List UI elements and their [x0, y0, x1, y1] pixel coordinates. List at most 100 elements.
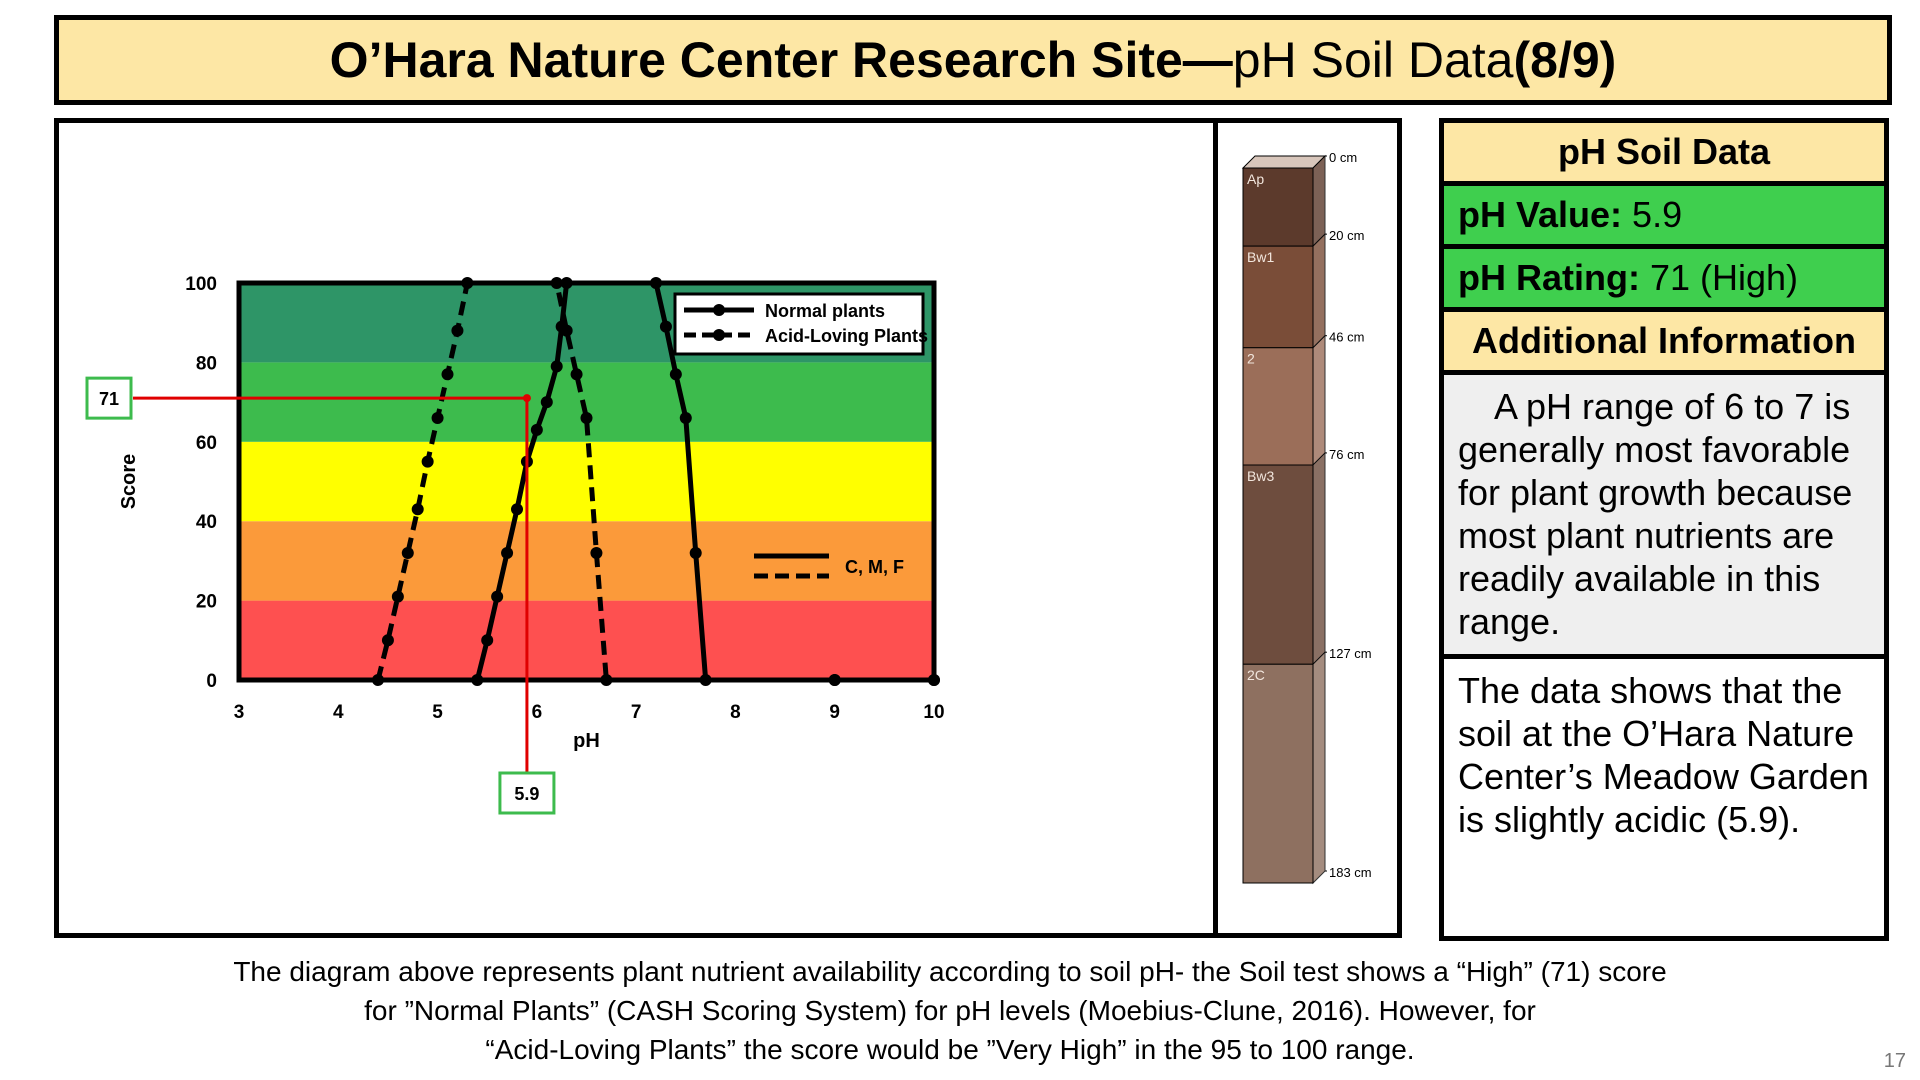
soil-horizon-label: 2: [1247, 351, 1255, 367]
series-line-acid-loving-plants: [375, 280, 934, 683]
legend: Normal plants Acid-Loving Plants: [673, 292, 928, 356]
data-point: [381, 634, 394, 647]
ph-value-label: pH Value:: [1458, 194, 1623, 235]
y-tick-label: 20: [196, 592, 217, 613]
data-point: [491, 590, 504, 603]
data-point: [461, 277, 474, 289]
data-point: [828, 674, 841, 686]
data-point: [650, 277, 662, 289]
ph-data-panel: pH Soil Data pH Value: 5.9 pH Rating: 71…: [1439, 118, 1889, 941]
data-point: [391, 590, 404, 603]
data-point: [471, 674, 484, 686]
x-tick-label: 6: [532, 702, 543, 723]
depth-label: 46 cm: [1329, 330, 1364, 345]
soil-horizon-side: [1312, 154, 1326, 248]
data-point: [560, 324, 573, 337]
ph-callout-label: 5.9: [514, 784, 539, 804]
data-point: [659, 320, 672, 333]
y-tick-label: 100: [185, 274, 217, 295]
soil-horizon-side: [1312, 232, 1326, 349]
data-point: [540, 396, 553, 409]
ph-value: 5.9: [1632, 194, 1683, 235]
soil-horizon-bw3: [1242, 464, 1314, 665]
panel-header: pH Soil Data: [1444, 123, 1884, 186]
y-tick-label: 60: [196, 433, 217, 454]
title-regular-part: pH Soil Data: [1232, 32, 1514, 88]
data-point: [511, 503, 523, 516]
y-tick-label: 0: [206, 671, 217, 692]
figure-caption: The diagram above represents plant nutri…: [120, 952, 1780, 1069]
x-tick-label: 9: [829, 702, 840, 723]
ph-rating: 71 (High): [1649, 257, 1799, 298]
depth-label: 20 cm: [1329, 228, 1364, 243]
data-point: [550, 360, 563, 373]
soil-profile-panel: Ap Bw1 2 Bw3 2C 0 cm 20 cm 46 cm 76 cm 127 cm 183 …: [1218, 118, 1402, 938]
depth-label: 76 cm: [1329, 447, 1364, 462]
ph-callout-box: [498, 771, 556, 815]
soil-profile-diagram: Ap Bw1 2 Bw3 2C 0 cm 20 cm 46 cm 76 cm 127 cm 183 …: [1241, 150, 1372, 885]
title-bold-part: O’Hara Nature Center Research Site—: [329, 32, 1233, 88]
soil-horizon-side: [1312, 650, 1326, 885]
soil-horizon-label: 2C: [1247, 667, 1265, 683]
data-point: [600, 674, 613, 686]
data-point: [451, 324, 464, 337]
ph-rating-row: pH Rating: 71 (High): [1444, 249, 1884, 312]
profile-top-face: [1241, 155, 1327, 169]
caption-line-3: “Acid-Loving Plants” the score would be …: [485, 1034, 1415, 1065]
score-band-1: [239, 521, 934, 601]
y-axis-label: Score: [118, 454, 140, 510]
measured-value-point: [522, 394, 531, 403]
data-point: [401, 546, 414, 559]
data-point: [580, 411, 593, 424]
score-band-0: [239, 600, 934, 680]
legend-marker-normal-plants: [713, 304, 725, 316]
data-point: [669, 368, 682, 381]
data-point: [501, 546, 514, 559]
additional-info-header: Additional Information: [1444, 312, 1884, 375]
x-tick-label: 4: [333, 702, 344, 723]
data-point: [372, 674, 384, 686]
data-point: [530, 423, 543, 436]
page-title: O’Hara Nature Center Research Site— pH So…: [54, 15, 1892, 105]
soil-horizon-side: [1312, 334, 1326, 467]
data-point: [441, 368, 454, 381]
ph-score-chart: 0 20 40 60 80 100 3 4 5 6 7 8 9 10 pH Score Normal plant…: [85, 274, 945, 815]
data-point: [431, 411, 444, 424]
x-tick-label: 5: [432, 702, 443, 723]
style-key-label: C, M, F: [845, 557, 904, 577]
caption-line-2: for ”Normal Plants” (CASH Scoring System…: [364, 995, 1536, 1026]
score-callout-label: 71: [99, 389, 119, 409]
x-tick-label: 10: [923, 702, 944, 723]
caption-line-1: The diagram above represents plant nutri…: [233, 956, 1667, 987]
score-band-2: [239, 441, 934, 522]
ph-value-row: pH Value: 5.9: [1444, 186, 1884, 249]
legend-label-acid-loving-plants: Acid-Loving Plants: [765, 326, 928, 346]
data-point: [679, 411, 692, 424]
data-point: [590, 546, 603, 559]
chart-panel: 0 20 40 60 80 100 3 4 5 6 7 8 9 10 pH Score Normal plant…: [54, 118, 1218, 938]
depth-label: 183 cm: [1329, 865, 1372, 880]
depth-label: 127 cm: [1329, 646, 1372, 661]
conclusion-text: The data shows that the soil at the O’Ha…: [1444, 659, 1884, 936]
x-axis-label: pH: [573, 730, 600, 752]
soil-horizon-2c: [1242, 663, 1314, 884]
additional-info-text: A pH range of 6 to 7 is generally most f…: [1444, 375, 1884, 659]
x-tick-label: 3: [234, 702, 245, 723]
soil-horizon-label: Ap: [1247, 171, 1264, 187]
soil-horizon-side: [1312, 451, 1326, 666]
ph-rating-label: pH Rating:: [1458, 257, 1640, 298]
score-callout-box: [85, 376, 133, 420]
y-tick-label: 80: [196, 353, 217, 374]
title-slide-count: (8/9): [1513, 32, 1617, 88]
data-point: [928, 674, 940, 686]
data-point: [481, 634, 494, 647]
legend-marker-acid-loving-plants: [713, 329, 725, 341]
data-point: [550, 277, 563, 289]
data-point: [421, 455, 434, 468]
data-point: [411, 503, 424, 516]
soil-horizon-label: Bw1: [1247, 249, 1274, 265]
soil-horizon-label: Bw3: [1247, 468, 1274, 484]
y-tick-label: 40: [196, 512, 217, 533]
data-point: [560, 277, 573, 289]
page-number: 17: [1883, 1050, 1906, 1072]
